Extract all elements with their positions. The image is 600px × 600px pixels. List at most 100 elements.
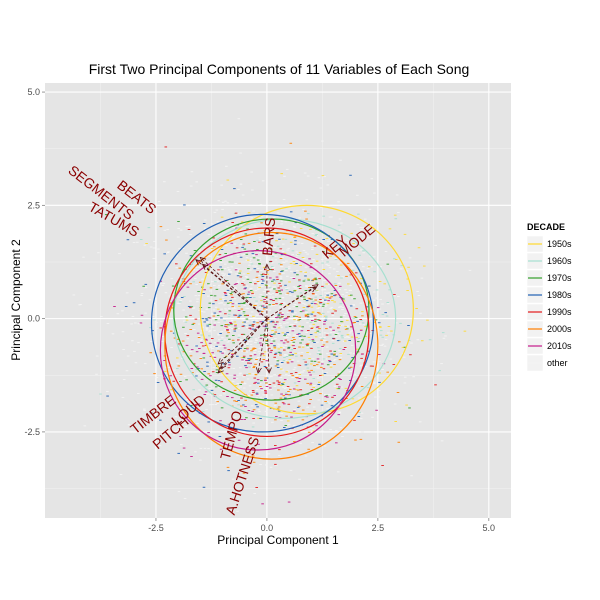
song-point (167, 251, 170, 253)
song-point (209, 290, 212, 292)
song-point (343, 347, 347, 348)
song-point (298, 279, 301, 281)
song-point (236, 275, 240, 277)
song-point (275, 359, 278, 360)
song-point (275, 294, 278, 296)
song-point (242, 345, 246, 346)
song-point (249, 314, 252, 316)
song-point (217, 334, 220, 336)
song-point (278, 380, 282, 382)
song-point (196, 409, 200, 411)
song-point (236, 213, 240, 215)
song-point (326, 332, 329, 334)
song-point (137, 431, 141, 433)
song-point (312, 430, 316, 432)
song-point (321, 285, 324, 287)
song-point (227, 361, 231, 363)
song-point (242, 387, 246, 389)
song-point (434, 244, 437, 246)
song-point (243, 348, 247, 349)
song-point (281, 402, 285, 404)
song-point (99, 393, 102, 395)
song-point (309, 399, 312, 400)
song-point (409, 354, 412, 356)
song-point (179, 381, 182, 382)
song-point (239, 152, 242, 154)
song-point (408, 257, 412, 259)
song-point (274, 445, 277, 446)
song-point (233, 400, 236, 402)
song-point (280, 326, 283, 328)
song-point (357, 213, 360, 215)
song-point (212, 303, 215, 305)
song-point (253, 352, 256, 353)
song-point (256, 259, 260, 261)
song-point (333, 359, 337, 361)
song-point (405, 404, 408, 406)
song-point (338, 386, 341, 388)
song-point (406, 290, 409, 291)
song-point (388, 289, 391, 291)
song-point (344, 347, 347, 349)
song-point (189, 234, 192, 235)
song-point (249, 336, 253, 338)
song-point (266, 273, 269, 275)
song-point (169, 389, 173, 391)
song-point (218, 339, 221, 341)
song-point (230, 238, 234, 240)
song-point (246, 342, 249, 344)
song-point (277, 313, 281, 315)
song-point (264, 234, 267, 236)
song-point (243, 315, 247, 317)
song-point (295, 319, 298, 321)
song-point (237, 337, 241, 338)
song-point (274, 329, 278, 331)
song-point (350, 336, 354, 338)
song-point (352, 378, 355, 380)
song-point (273, 282, 276, 284)
song-point (148, 299, 152, 301)
song-point (242, 335, 246, 337)
song-point (273, 347, 277, 349)
song-point (254, 338, 258, 340)
song-point (249, 262, 252, 264)
song-point (288, 354, 292, 356)
song-point (222, 274, 225, 276)
song-point (300, 352, 304, 354)
song-point (252, 293, 255, 295)
song-point (181, 248, 185, 249)
song-point (309, 374, 312, 376)
song-point (269, 248, 273, 250)
song-point (222, 344, 226, 346)
song-point (131, 229, 134, 230)
song-point (269, 277, 272, 279)
song-point (237, 118, 241, 120)
song-point (281, 297, 285, 299)
song-point (368, 266, 371, 268)
song-point (196, 372, 199, 374)
song-point (225, 280, 229, 281)
song-point (335, 383, 339, 385)
song-point (227, 453, 231, 455)
song-point (284, 221, 288, 223)
song-point (286, 322, 289, 324)
song-point (295, 374, 298, 376)
song-point (161, 284, 165, 286)
song-point (376, 321, 380, 323)
song-point (242, 303, 246, 304)
song-point (296, 406, 300, 408)
legend-label-1990s: 1990s (547, 307, 572, 317)
song-point (281, 369, 285, 371)
song-point (283, 335, 286, 337)
song-point (198, 266, 201, 268)
song-point (230, 319, 234, 321)
song-point (265, 339, 268, 341)
song-point (305, 285, 308, 287)
song-point (291, 250, 295, 252)
song-point (198, 281, 202, 283)
song-point (384, 312, 387, 314)
song-point (297, 400, 301, 402)
song-point (251, 412, 255, 413)
song-point (340, 297, 344, 299)
song-point (164, 404, 168, 406)
